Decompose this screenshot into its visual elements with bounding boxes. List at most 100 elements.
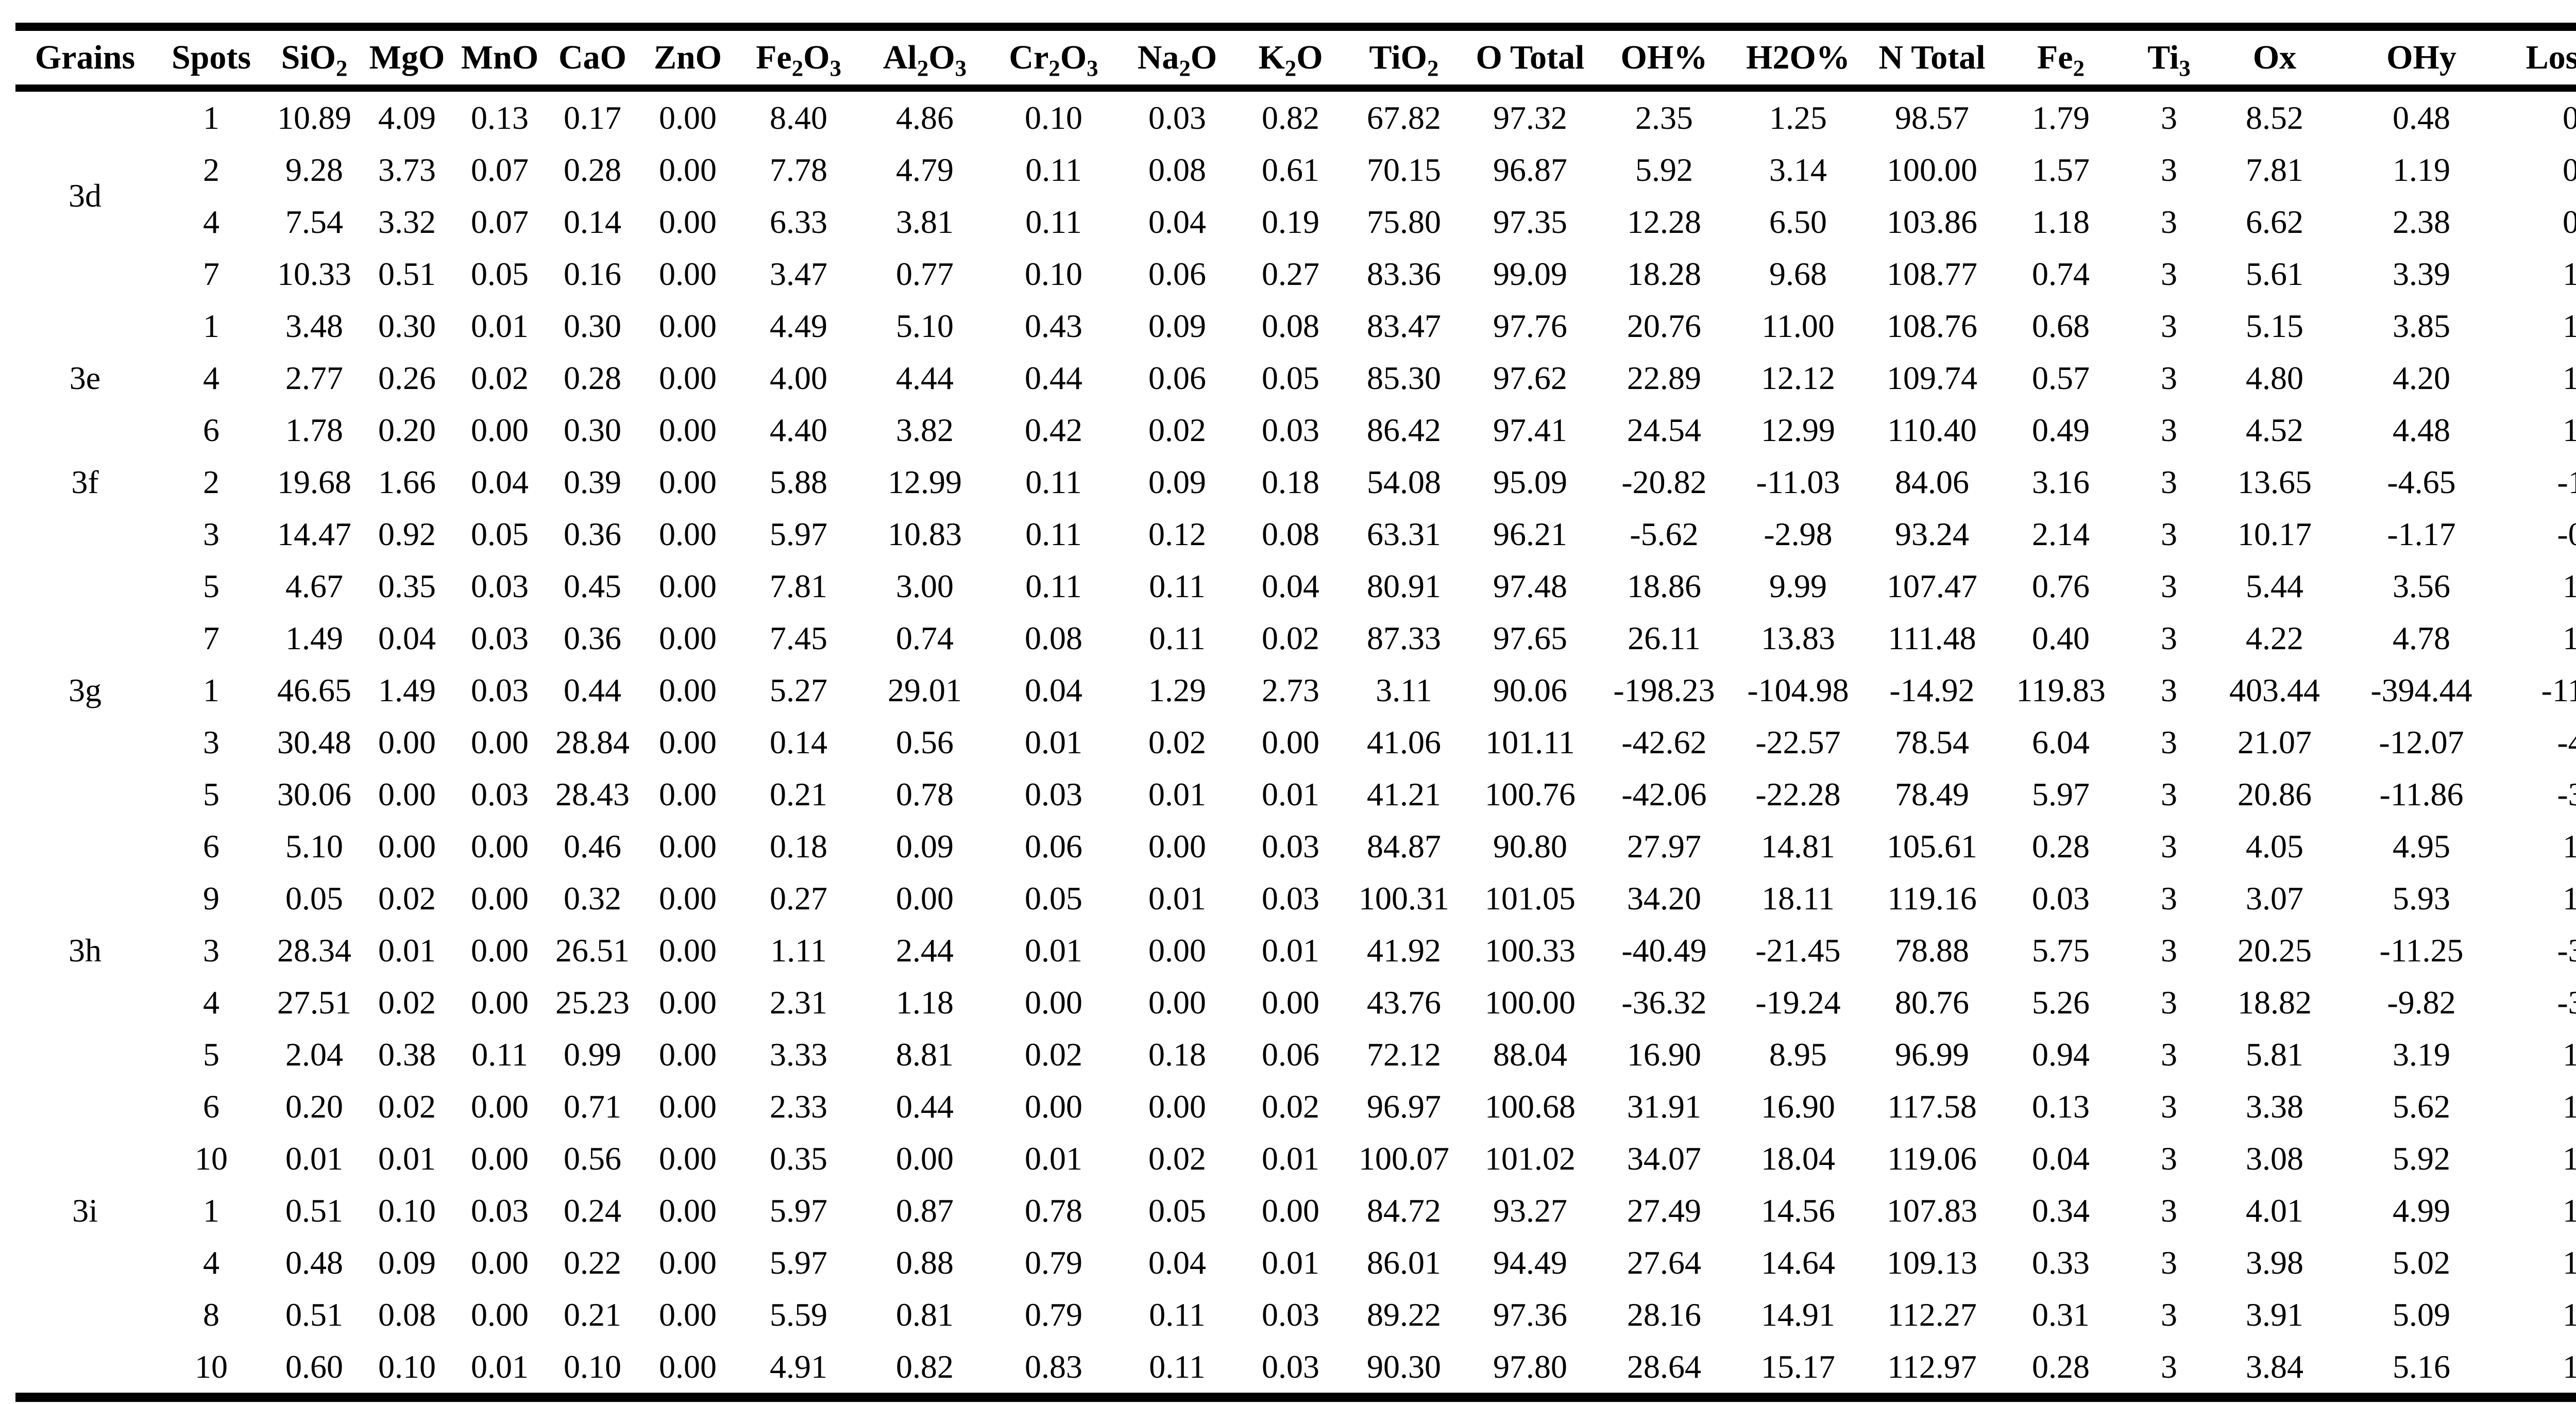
cell-ox: 3.07 bbox=[2246, 879, 2303, 917]
cell-o_total: 97.65 bbox=[1493, 619, 1567, 656]
column-header-al2o3: Al2O3 bbox=[883, 39, 967, 81]
column-header-ti3: Ti3 bbox=[2147, 39, 2191, 81]
cell-mno: 0.11 bbox=[471, 1036, 528, 1073]
cell-k2o: 0.08 bbox=[1262, 307, 1319, 344]
spot-cell: 9 bbox=[203, 879, 219, 917]
cell-zno: 0.00 bbox=[659, 671, 717, 708]
cell-fe2o3: 3.33 bbox=[770, 1036, 827, 1073]
cell-losed_fe: 1.60 bbox=[2563, 619, 2576, 656]
cell-losed_fe: 1.67 bbox=[2563, 1244, 2576, 1281]
cell-mno: 0.00 bbox=[471, 1140, 529, 1177]
cell-mgo: 0.01 bbox=[378, 1140, 436, 1177]
cell-fe2o3: 0.27 bbox=[770, 879, 827, 917]
cell-ti3: 3 bbox=[2161, 1244, 2177, 1281]
table-body: 3d 1 10.89 4.09 0.13 0.17 0.00 8.40 4.86 0.10 0.03… bbox=[15, 88, 2576, 1397]
cell-sio2: 28.34 bbox=[277, 932, 351, 969]
cell-ohy: 5.16 bbox=[2393, 1348, 2450, 1385]
column-header-mgo: MgO bbox=[369, 39, 445, 76]
cell-k2o: 2.73 bbox=[1262, 671, 1319, 708]
cell-al2o3: 0.00 bbox=[896, 1140, 954, 1177]
cell-h2o_pct: 9.99 bbox=[1769, 567, 1827, 604]
cell-h2o_pct: 13.83 bbox=[1761, 619, 1835, 656]
cell-sio2: 2.77 bbox=[285, 359, 343, 396]
cell-ti3: 3 bbox=[2161, 411, 2177, 448]
cell-cao: 0.17 bbox=[564, 99, 621, 136]
cell-ti3: 3 bbox=[2161, 827, 2177, 865]
cell-fe2o3: 4.00 bbox=[770, 359, 827, 396]
cell-ox: 5.44 bbox=[2246, 567, 2303, 604]
cell-cao: 0.22 bbox=[564, 1244, 621, 1281]
cell-h2o_pct: 18.11 bbox=[1761, 879, 1835, 917]
table-row-3f-2: 3f 2 19.68 1.66 0.04 0.39 0.00 5.88 12.99 0.11 0.0… bbox=[15, 456, 2576, 508]
cell-na2o: 0.11 bbox=[1149, 619, 1206, 656]
cell-tio2: 84.87 bbox=[1367, 827, 1441, 865]
cell-ohy: 5.93 bbox=[2393, 879, 2450, 917]
cell-al2o3: 2.44 bbox=[896, 932, 954, 969]
cell-na2o: 0.02 bbox=[1148, 723, 1206, 760]
cell-h2o_pct: -19.24 bbox=[1755, 984, 1841, 1021]
cell-cao: 28.43 bbox=[555, 775, 630, 813]
cell-fe2o3: 0.35 bbox=[770, 1140, 827, 1177]
cell-cao: 0.28 bbox=[564, 151, 621, 188]
cell-o_total: 100.76 bbox=[1485, 775, 1575, 813]
cell-cr2o3: 0.83 bbox=[1025, 1348, 1082, 1385]
cell-ti3: 3 bbox=[2161, 255, 2177, 292]
cell-fe2o3: 0.14 bbox=[770, 723, 827, 760]
cell-k2o: 0.27 bbox=[1262, 255, 1319, 292]
cell-fe2o3: 2.33 bbox=[770, 1088, 827, 1125]
cell-sio2: 19.68 bbox=[277, 463, 351, 500]
cell-k2o: 0.61 bbox=[1262, 151, 1319, 188]
table-row-3i-1: 3i 1 0.51 0.10 0.03 0.24 0.00 5.97 0.87 0.78 0.05 0… bbox=[15, 1185, 2576, 1237]
cell-fe2o3: 5.59 bbox=[770, 1296, 827, 1333]
cell-o_total: 97.35 bbox=[1493, 203, 1567, 240]
cell-sio2: 5.10 bbox=[285, 827, 343, 865]
cell-fe2: 0.49 bbox=[2032, 411, 2090, 448]
spot-cell: 1 bbox=[203, 99, 219, 136]
cell-fe2: 5.26 bbox=[2032, 984, 2090, 1021]
cell-ohy: 5.02 bbox=[2393, 1244, 2450, 1281]
cell-zno: 0.00 bbox=[659, 203, 717, 240]
column-header-cao: CaO bbox=[558, 39, 626, 76]
cell-ohy: -11.25 bbox=[2379, 932, 2464, 969]
cell-n_total: 78.88 bbox=[1895, 932, 1969, 969]
cell-zno: 0.00 bbox=[659, 1088, 717, 1125]
cell-sio2: 4.67 bbox=[285, 567, 343, 604]
cell-mno: 0.03 bbox=[471, 1192, 529, 1229]
cell-ohy: 5.92 bbox=[2393, 1140, 2450, 1177]
cell-fe2o3: 4.40 bbox=[770, 411, 827, 448]
cell-na2o: 0.00 bbox=[1148, 1088, 1206, 1125]
cell-fe2: 0.57 bbox=[2032, 359, 2090, 396]
cell-n_total: 78.49 bbox=[1895, 775, 1969, 813]
cell-fe2: 0.31 bbox=[2032, 1296, 2090, 1333]
cell-o_total: 88.04 bbox=[1493, 1036, 1567, 1073]
cell-mgo: 3.32 bbox=[378, 203, 436, 240]
cell-oh_pct: 5.92 bbox=[1635, 151, 1693, 188]
cell-oh_pct: 16.90 bbox=[1627, 1036, 1701, 1073]
table-header-row: Grains Spots SiO2 MgO MnO CaO ZnO Fe2O3 Al2O3 Cr2… bbox=[15, 27, 2576, 88]
cell-fe2: 0.68 bbox=[2032, 307, 2090, 344]
cell-tio2: 87.33 bbox=[1367, 619, 1441, 656]
cell-fe2: 0.40 bbox=[2032, 619, 2090, 656]
cell-o_total: 97.62 bbox=[1493, 359, 1567, 396]
cell-ox: 18.82 bbox=[2238, 984, 2312, 1021]
cell-fe2o3: 5.27 bbox=[770, 671, 827, 708]
cell-tio2: 100.31 bbox=[1359, 879, 1449, 917]
cell-mno: 0.13 bbox=[471, 99, 529, 136]
cell-na2o: 0.11 bbox=[1149, 1296, 1206, 1333]
cell-na2o: 0.00 bbox=[1148, 827, 1206, 865]
cell-cr2o3: 0.00 bbox=[1025, 1088, 1082, 1125]
table-row-3i-8: 8 0.51 0.08 0.00 0.21 0.00 5.59 0.81 0.79 0.11 0.0… bbox=[15, 1289, 2576, 1341]
cell-ox: 3.38 bbox=[2246, 1088, 2303, 1125]
cell-cr2o3: 0.11 bbox=[1025, 567, 1082, 604]
cell-losed_fe: -0.14 bbox=[2557, 515, 2576, 552]
spot-cell: 2 bbox=[203, 151, 219, 188]
cell-fe2o3: 4.91 bbox=[770, 1348, 827, 1385]
cell-h2o_pct: 9.68 bbox=[1769, 255, 1827, 292]
cell-mgo: 0.00 bbox=[378, 827, 436, 865]
cell-mno: 0.07 bbox=[471, 151, 529, 188]
cell-k2o: 0.03 bbox=[1262, 411, 1319, 448]
cell-cr2o3: 0.79 bbox=[1025, 1244, 1082, 1281]
cell-n_total: 107.47 bbox=[1887, 567, 1977, 604]
cell-h2o_pct: 14.81 bbox=[1761, 827, 1835, 865]
cell-cr2o3: 0.10 bbox=[1025, 99, 1082, 136]
